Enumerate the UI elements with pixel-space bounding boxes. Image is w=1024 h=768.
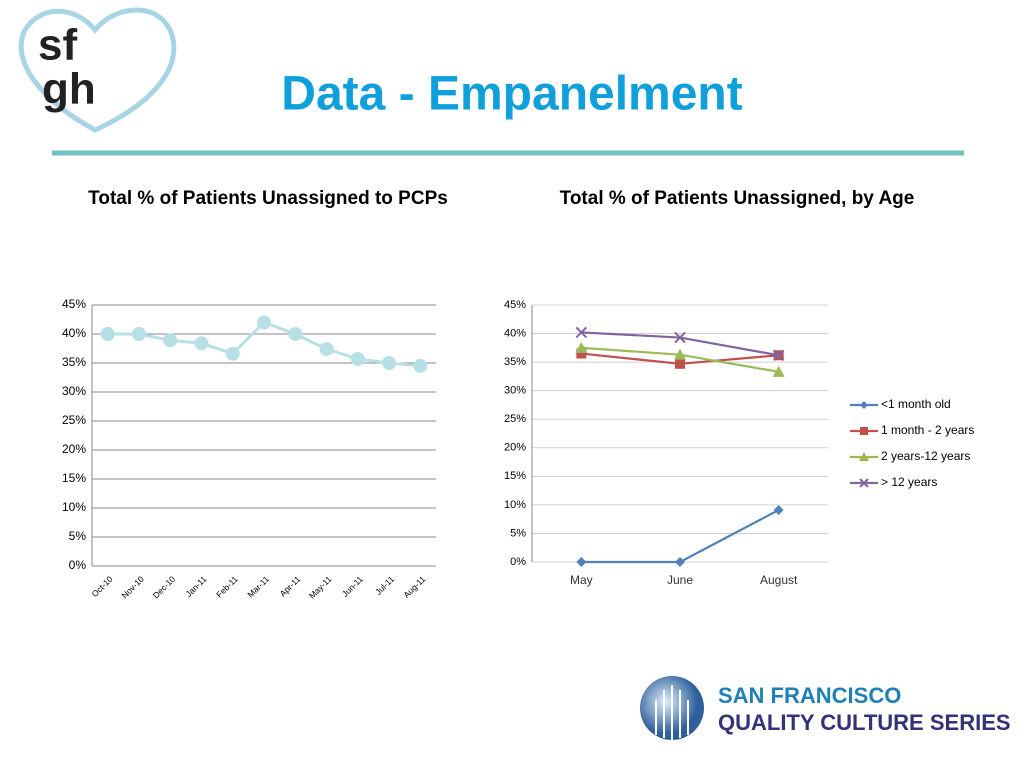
- slide-title: Data - Empanelment: [281, 68, 742, 121]
- legend-label: 2 years-12 years: [881, 449, 970, 463]
- y-tick-label: 40%: [62, 326, 86, 340]
- y-tick-label: 45%: [62, 297, 86, 311]
- marker: [575, 341, 588, 353]
- marker: [257, 315, 271, 330]
- x-tick-label: August: [760, 573, 798, 587]
- marker: [860, 401, 868, 409]
- marker: [859, 452, 869, 461]
- y-tick-label: 25%: [504, 413, 526, 425]
- chart-title: Total % of Patients Unassigned, by Age: [560, 188, 915, 209]
- y-tick-label: 30%: [62, 384, 86, 398]
- marker: [860, 427, 868, 435]
- y-tick-label: 40%: [504, 327, 526, 339]
- x-tick-label: May: [570, 573, 593, 587]
- marker: [100, 327, 115, 341]
- y-tick-label: 10%: [504, 499, 526, 511]
- y-tick-label: 10%: [62, 500, 86, 514]
- x-tick-label: Jun-11: [340, 574, 365, 599]
- marker: [382, 356, 397, 370]
- x-tick-label: Apr-11: [278, 574, 303, 599]
- marker: [288, 327, 303, 341]
- x-tick-label: Feb-11: [214, 574, 240, 600]
- y-tick-label: 15%: [62, 471, 86, 485]
- logo-heart: [18, 7, 177, 133]
- x-tick-label: June: [667, 573, 693, 587]
- y-tick-label: 35%: [504, 356, 526, 368]
- y-tick-label: 0%: [69, 558, 87, 572]
- x-tick-label: Jan-11: [183, 574, 208, 599]
- marker: [413, 358, 428, 373]
- marker: [772, 349, 785, 361]
- legend-label: > 12 years: [881, 475, 937, 489]
- series-line: [581, 509, 780, 564]
- logo-text: sf: [38, 21, 77, 70]
- marker: [576, 348, 587, 359]
- marker: [674, 331, 686, 344]
- marker: [772, 365, 785, 377]
- y-tick-label: 5%: [69, 529, 87, 543]
- marker: [350, 351, 365, 366]
- x-tick-label: Oct-10: [90, 574, 115, 599]
- marker: [674, 348, 686, 360]
- marker: [319, 342, 334, 357]
- chart-title: Total % of Patients Unassigned to PCPs: [88, 188, 448, 209]
- marker: [576, 557, 587, 567]
- y-tick-label: 45%: [504, 299, 526, 311]
- marker: [163, 333, 178, 348]
- legend-label: 1 month - 2 years: [881, 423, 974, 437]
- marker: [773, 505, 784, 516]
- x-tick-label: Mar-11: [245, 574, 271, 600]
- x-tick-label: Dec-10: [151, 574, 178, 601]
- marker: [131, 327, 146, 341]
- x-tick-label: Jul-11: [373, 574, 396, 597]
- footer-text: SAN FRANCISCO: [718, 683, 901, 708]
- marker: [194, 336, 209, 351]
- legend-label: <1 month old: [881, 397, 951, 411]
- y-tick-label: 15%: [504, 470, 526, 482]
- y-tick-label: 20%: [504, 442, 526, 454]
- footer-logo-stripes: [655, 685, 689, 740]
- y-tick-label: 35%: [62, 355, 86, 369]
- y-tick-label: 0%: [510, 556, 526, 568]
- x-tick-label: Aug-11: [401, 574, 427, 600]
- marker: [859, 478, 869, 488]
- x-tick-label: May-11: [307, 574, 334, 601]
- footer-text: QUALITY CULTURE SERIES: [718, 710, 1011, 735]
- y-tick-label: 5%: [510, 527, 526, 539]
- logo-text: gh: [42, 65, 96, 114]
- y-tick-label: 20%: [62, 442, 86, 456]
- y-tick-label: 30%: [504, 385, 526, 397]
- y-tick-label: 25%: [62, 413, 86, 427]
- marker: [675, 557, 685, 567]
- marker: [575, 326, 588, 339]
- marker: [225, 346, 240, 361]
- marker: [675, 358, 685, 369]
- x-tick-label: Nov-10: [119, 574, 146, 601]
